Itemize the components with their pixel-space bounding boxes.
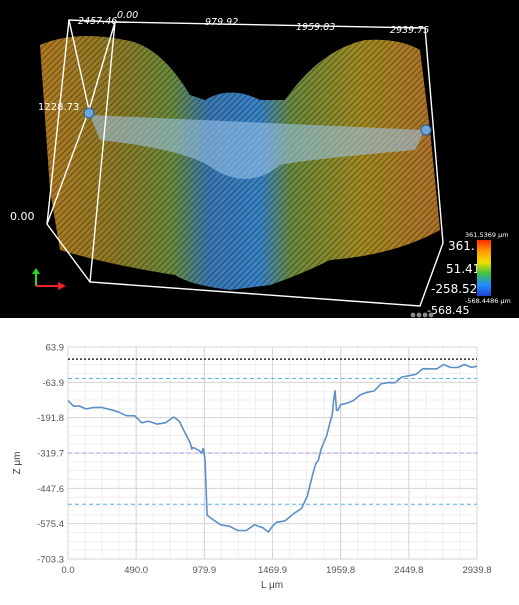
tick-right-3: -568.45	[427, 304, 469, 317]
x-tick-label: 490.0	[124, 565, 148, 576]
y-tick-label: -447.6	[37, 484, 64, 495]
x-tick-label: 1959.8	[326, 565, 355, 576]
profile-start-handle[interactable]	[83, 107, 95, 119]
xyz-axes-icon[interactable]	[32, 268, 66, 290]
tick-top-0: 2457.46	[78, 16, 117, 27]
colorbar-min-label: -568.4486 μm	[465, 297, 511, 305]
y-axis-label: Z μm	[12, 452, 23, 475]
profile-line	[67, 363, 478, 533]
x-tick-labels: 0.0 490.0 979.9 1469.9 1959.8 2449.8 2939.8	[61, 565, 491, 576]
y-tick-label: -63.9	[42, 378, 64, 389]
x-axis-label: L μm	[261, 580, 283, 591]
tick-top-4: 2939.75	[390, 25, 429, 36]
y-tick-label: -191.8	[37, 413, 64, 424]
x-tick-label: 0.0	[61, 565, 74, 576]
tick-right-1: 51.41	[446, 262, 480, 276]
tick-right-2: -258.52	[431, 282, 477, 296]
x-tick-label: 2449.8	[394, 565, 423, 576]
tick-left-1: 0.00	[10, 210, 35, 223]
color-scale: 361.5369 μm -568.4486 μm	[465, 231, 511, 305]
3d-viewer[interactable]: 2457.46 0.00 979.92 1959.83 2939.75 1228…	[0, 0, 519, 318]
y-tick-label: 63.9	[46, 343, 65, 354]
reference-lines	[68, 358, 477, 505]
x-tick-label: 1469.9	[258, 565, 287, 576]
tick-left-0: 1228.73	[38, 102, 79, 113]
profile-chart: 63.9 -63.9 -191.8 -319.7 -447.6 -575.4 -703.3 …	[0, 330, 519, 600]
y-tick-label: -319.7	[37, 449, 64, 460]
tick-top-2: 979.92	[205, 17, 238, 28]
surface-render	[40, 36, 440, 290]
y-tick-label: -703.3	[37, 555, 64, 566]
profile-end-handle[interactable]	[420, 124, 432, 136]
y-tick-label: -575.4	[37, 519, 64, 530]
tick-top-3: 1959.83	[296, 22, 335, 33]
colorbar	[477, 240, 491, 296]
y-tick-labels: 63.9 -63.9 -191.8 -319.7 -447.6 -575.4 -703.3	[37, 343, 64, 566]
tick-top-1: 0.00	[117, 10, 138, 21]
x-tick-label: 2939.8	[462, 565, 491, 576]
more-dots-icon[interactable]	[410, 312, 434, 318]
bounding-box	[46, 19, 444, 307]
colorbar-max-label: 361.5369 μm	[465, 231, 509, 239]
tick-right-0: 361.	[448, 239, 475, 253]
x-tick-label: 979.9	[192, 565, 216, 576]
